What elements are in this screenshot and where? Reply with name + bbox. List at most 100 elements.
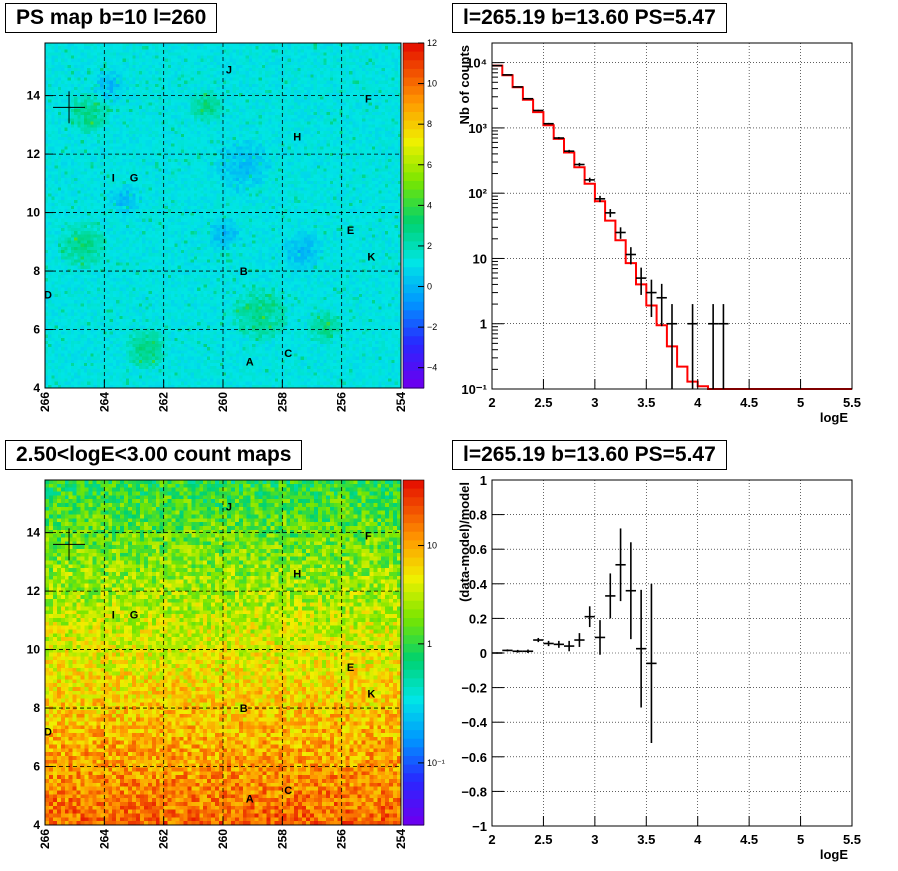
colorbar-band	[403, 635, 424, 645]
y-tick-label: 0	[480, 646, 487, 661]
colorbar-band	[403, 514, 424, 524]
x-tick-label: 2	[488, 832, 495, 847]
colorbar-band	[403, 687, 424, 697]
y-tick-label: 0.2	[469, 611, 487, 626]
colorbar-band	[403, 51, 424, 61]
y-tick-label: 10⁻¹	[461, 382, 487, 397]
colorbar-band	[403, 189, 424, 199]
ps-map-title: PS map b=10 l=260	[5, 3, 218, 33]
colorbar-band	[403, 721, 424, 731]
colorbar-band	[403, 258, 424, 268]
y-tick-label: 10⁴	[466, 56, 487, 71]
y-tick-label: 0.4	[469, 577, 488, 592]
colorbar-tick-label: 12	[427, 38, 437, 48]
colorbar-tick-label: −4	[427, 363, 437, 373]
colorbar-band	[403, 206, 424, 217]
colorbar-band	[403, 319, 424, 329]
colorbar-band	[403, 232, 424, 242]
colorbar-band	[403, 781, 424, 792]
colorbar-band	[403, 250, 424, 260]
y-tick-label: 6	[33, 323, 40, 337]
source-label-c: C	[284, 785, 292, 797]
y-tick-label: 12	[27, 147, 41, 161]
y-tick-label: −0.4	[461, 715, 487, 730]
colorbar-tick-label: 2	[427, 241, 432, 251]
source-label-h: H	[293, 569, 301, 581]
colorbar-band	[403, 799, 424, 809]
colorbar-band	[403, 267, 424, 277]
x-tick-label: 5.5	[843, 395, 861, 410]
colorbar-band	[403, 215, 424, 225]
y-tick-label: 4	[33, 381, 40, 395]
colorbar-band	[403, 362, 424, 372]
y-tick-label: 14	[27, 89, 41, 103]
source-label-j: J	[226, 501, 232, 513]
source-label-i: I	[112, 172, 115, 184]
source-label-j: J	[226, 64, 232, 76]
colorbar-band	[403, 712, 424, 723]
colorbar-band	[403, 566, 424, 576]
colorbar-band	[403, 756, 424, 766]
colorbar-band	[403, 738, 424, 748]
x-tick-label: 254	[394, 829, 408, 849]
colorbar-band	[403, 523, 424, 533]
residual-title: l=265.19 b=13.60 PS=5.47	[452, 440, 727, 470]
source-label-k: K	[367, 251, 375, 263]
colorbar-band	[403, 301, 424, 311]
colorbar-band	[403, 643, 424, 654]
source-label-k: K	[367, 688, 375, 700]
y-axis-label: (data-model)/model	[457, 482, 472, 602]
x-tick-label: 256	[335, 392, 349, 412]
y-tick-label: −0.6	[461, 750, 487, 765]
colorbar-band	[403, 626, 424, 636]
colorbar-band	[403, 730, 424, 740]
x-tick-label: 262	[157, 392, 171, 412]
colorbar-band	[403, 592, 424, 602]
colorbar-band	[403, 120, 424, 130]
colorbar-frame	[402, 42, 425, 389]
x-tick-label: 262	[157, 829, 171, 849]
x-tick-label: 3	[591, 395, 598, 410]
x-tick-label: 2.5	[534, 395, 552, 410]
colorbar-band	[403, 112, 424, 122]
colorbar-band	[403, 353, 424, 363]
colorbar-band	[403, 129, 424, 139]
colorbar-band	[403, 505, 424, 516]
x-tick-label: 266	[38, 829, 52, 849]
colorbar-band	[403, 163, 424, 173]
y-tick-label: 10²	[468, 186, 487, 201]
y-tick-label: 10	[27, 643, 41, 657]
x-axis-label: logE	[820, 847, 848, 862]
colorbar-band	[403, 557, 424, 567]
source-label-e: E	[347, 662, 354, 674]
x-tick-label: 256	[335, 829, 349, 849]
colorbar-band	[403, 172, 424, 182]
colorbar-band	[403, 816, 424, 826]
x-tick-label: 3.5	[637, 395, 655, 410]
y-tick-label: 0.8	[469, 508, 487, 523]
spectrum-title: l=265.19 b=13.60 PS=5.47	[452, 3, 727, 33]
y-tick-label: 6	[33, 760, 40, 774]
colorbar-band	[403, 344, 424, 355]
y-tick-label: 10	[27, 206, 41, 220]
y-tick-label: −0.2	[461, 681, 487, 696]
colorbar-band	[403, 652, 424, 662]
colorbar-band	[403, 181, 424, 191]
colorbar-tick-label: 4	[427, 200, 432, 210]
colorbar-band	[403, 379, 424, 389]
spectrum-panel: 2 2.5 3 3.5 4 4.5 5 5.5 10⁻¹ 1 10 10² 10³ 10⁴ logE Nb o…	[457, 42, 861, 425]
x-tick-label: 4.5	[740, 832, 758, 847]
source-label-i: I	[112, 609, 115, 621]
colorbar-band	[403, 678, 424, 688]
y-tick-label: 8	[33, 264, 40, 278]
x-tick-label: 5	[797, 395, 804, 410]
y-tick-label: −1	[472, 819, 487, 834]
y-tick-label: 8	[33, 701, 40, 715]
colorbar-band	[403, 293, 424, 303]
colorbar-band	[403, 807, 424, 817]
x-tick-label: 3.5	[637, 832, 655, 847]
colorbar-tick-label: 6	[427, 160, 432, 170]
colorbar-band	[403, 336, 424, 346]
